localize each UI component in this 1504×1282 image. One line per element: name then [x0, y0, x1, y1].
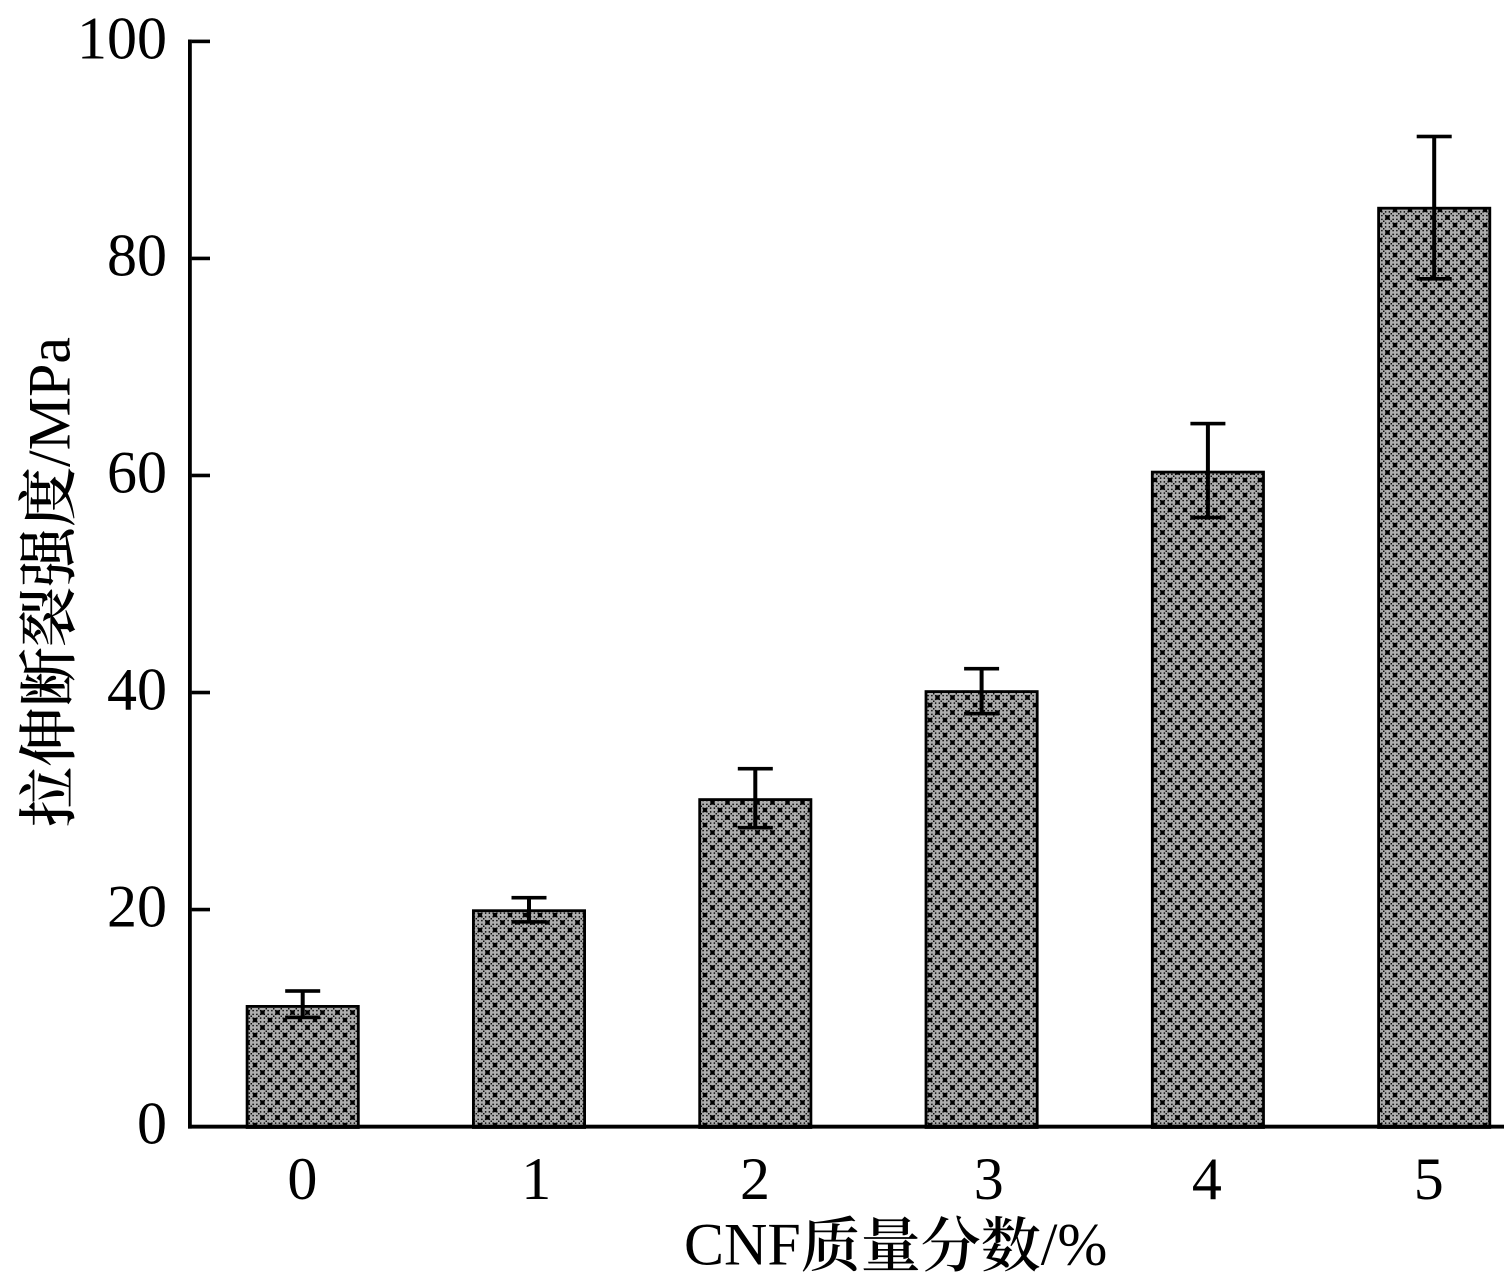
svg-text:2: 2 — [740, 1146, 770, 1212]
svg-text:0: 0 — [287, 1146, 317, 1212]
svg-text:1: 1 — [521, 1146, 551, 1212]
svg-text:0: 0 — [137, 1091, 167, 1157]
svg-text:3: 3 — [974, 1146, 1004, 1212]
svg-text:80: 80 — [107, 222, 167, 288]
svg-text:CNF: CNF — [684, 1212, 801, 1278]
svg-text:5: 5 — [1414, 1146, 1444, 1212]
svg-text:100: 100 — [77, 5, 167, 71]
svg-text:20: 20 — [107, 874, 167, 940]
svg-text:60: 60 — [107, 440, 167, 506]
svg-text:4: 4 — [1192, 1146, 1222, 1212]
svg-text:40: 40 — [107, 657, 167, 723]
svg-text:/%: /% — [1041, 1212, 1108, 1278]
svg-text:/MPa: /MPa — [17, 337, 83, 467]
